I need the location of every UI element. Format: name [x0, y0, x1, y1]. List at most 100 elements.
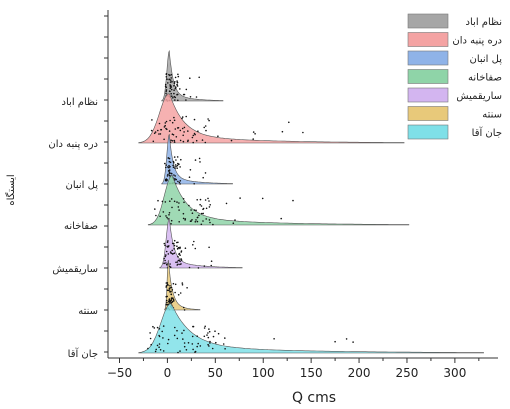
data-dot	[181, 284, 184, 286]
data-dot	[183, 131, 185, 133]
data-dot	[168, 164, 170, 167]
data-dot	[280, 217, 283, 220]
data-dot	[153, 327, 156, 329]
data-dot	[179, 292, 182, 294]
data-dot	[176, 127, 179, 129]
data-dot	[196, 345, 198, 348]
data-dot	[165, 89, 168, 91]
data-dot	[154, 208, 156, 210]
data-dot	[169, 266, 172, 269]
data-dot	[181, 332, 183, 334]
data-dot	[189, 77, 191, 79]
x-tick-label: −50	[107, 366, 132, 380]
legend-swatch-6	[407, 124, 449, 140]
data-dot	[172, 253, 174, 255]
ridges	[138, 49, 484, 354]
data-dot	[173, 119, 176, 122]
data-dot	[173, 82, 176, 84]
data-dot	[165, 263, 168, 266]
legend-label-3: صفاخانه	[468, 73, 502, 84]
data-dot	[185, 115, 187, 118]
data-dot	[154, 350, 157, 353]
data-dot	[173, 239, 176, 242]
data-dot	[170, 293, 173, 296]
data-dot	[189, 169, 192, 171]
ridge-6	[138, 302, 484, 354]
data-dot	[177, 163, 180, 165]
data-dot	[169, 165, 171, 168]
data-dot	[187, 140, 189, 143]
data-dot	[208, 206, 211, 208]
legend-swatch-3	[407, 69, 449, 84]
data-dot	[208, 200, 210, 202]
data-dot	[182, 198, 185, 200]
data-dot	[261, 197, 264, 200]
data-dot	[169, 81, 172, 83]
data-dot	[169, 79, 172, 81]
data-dot	[202, 212, 204, 215]
data-dot	[196, 335, 198, 338]
data-dot	[169, 263, 171, 265]
x-tick-label: 0	[164, 366, 172, 380]
data-dot	[302, 131, 304, 134]
data-dot	[168, 160, 171, 163]
x-axis-label: Q cms	[292, 390, 336, 406]
data-dot	[174, 87, 177, 90]
data-dot	[167, 240, 169, 242]
data-dot	[167, 166, 169, 168]
data-dot	[168, 166, 170, 169]
data-dot	[153, 132, 156, 135]
data-dot	[165, 73, 168, 75]
data-dot	[173, 242, 175, 245]
data-dot	[161, 200, 164, 203]
data-dot	[254, 133, 256, 135]
data-dot	[163, 257, 165, 260]
data-dot	[195, 96, 198, 98]
data-dot	[171, 140, 174, 142]
data-dot	[161, 330, 163, 333]
data-dot	[174, 164, 177, 166]
data-dot	[179, 129, 182, 132]
data-dot	[195, 209, 197, 212]
ridge-area-6	[138, 302, 484, 354]
data-dot	[204, 172, 207, 174]
data-dot	[232, 222, 235, 224]
data-dot	[173, 334, 176, 337]
data-dot	[209, 342, 211, 344]
data-dot	[165, 166, 167, 169]
data-dot	[164, 124, 166, 127]
data-dot	[187, 342, 190, 344]
data-dot	[165, 286, 167, 288]
data-dot	[224, 337, 226, 339]
data-dot	[168, 299, 170, 301]
data-dot	[154, 131, 157, 133]
y-axis-label: ایستگاه	[5, 174, 17, 205]
data-dot	[192, 134, 195, 137]
legend: نظام اباد دره پنبه دان پل انبان صفاخانه ساری…	[407, 13, 502, 140]
data-dot	[150, 129, 153, 132]
data-dot	[208, 345, 210, 347]
data-dot	[166, 303, 169, 306]
data-dot	[222, 343, 225, 345]
data-dot	[164, 83, 167, 86]
data-dot	[217, 135, 219, 137]
data-dot	[170, 198, 173, 200]
data-dot	[170, 92, 172, 95]
axes: نظام اباد دره پنبه دان پل انبان صفاخانه ساری…	[48, 10, 498, 380]
data-dot	[199, 161, 201, 163]
data-dot	[188, 204, 190, 207]
data-dot	[195, 219, 197, 221]
data-dot	[174, 283, 177, 286]
data-dot	[168, 171, 171, 173]
data-dot	[162, 211, 165, 213]
data-dot	[173, 139, 176, 142]
data-dot	[209, 340, 211, 343]
data-dot	[193, 209, 196, 211]
data-dot	[159, 133, 162, 135]
data-dot	[176, 80, 178, 82]
data-dot	[170, 172, 173, 175]
data-dot	[207, 336, 210, 339]
data-dot	[180, 250, 183, 252]
data-dot	[174, 96, 177, 99]
data-dot	[171, 121, 174, 124]
